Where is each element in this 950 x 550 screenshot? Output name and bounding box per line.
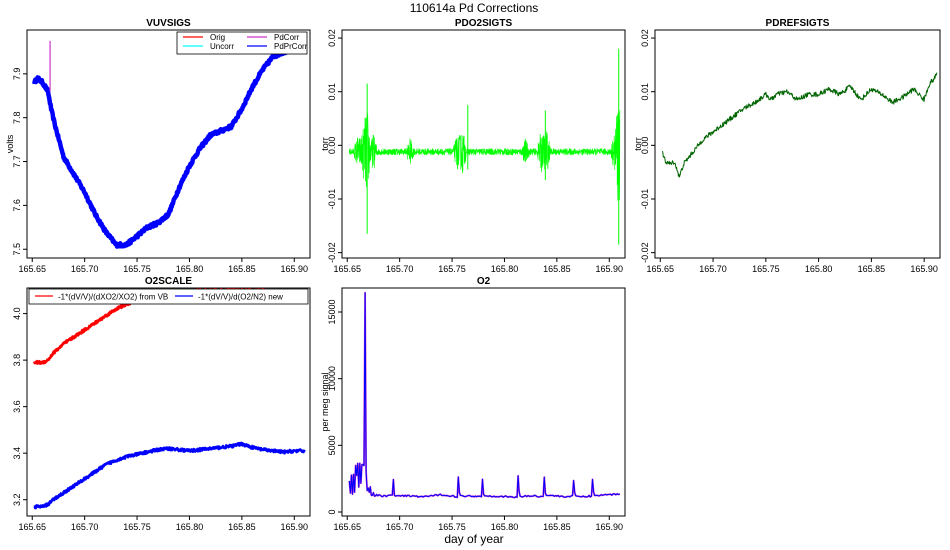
y-tick-label: 5000: [327, 435, 337, 455]
y-tick-label: 4.0: [12, 307, 22, 320]
series-line-o2-shadow: [348, 291, 621, 499]
panel-title: O2: [477, 276, 491, 287]
x-tick-label: 165.85: [858, 264, 886, 274]
x-tick-label: 165.65: [333, 522, 361, 532]
plot-area: [32, 40, 307, 249]
y-axis-label: per meg signal: [320, 372, 330, 431]
y-tick-label: 7.7: [12, 155, 22, 168]
x-tick-label: 165.65: [18, 522, 46, 532]
x-tick-label: 165.90: [596, 264, 624, 274]
y-tick-label: 0.02: [640, 29, 650, 47]
x-tick-label: 165.80: [491, 522, 519, 532]
figure-title: 110614a Pd Corrections: [410, 1, 539, 15]
x-tick-label: 165.80: [805, 264, 833, 274]
x-tick-label: 165.80: [176, 264, 204, 274]
panel-o2scale: O2SCALE 165.65 165.70 165.75 165.80 165.85 165…: [12, 276, 311, 532]
x-tick-label: 165.75: [438, 522, 466, 532]
plot-area: [348, 291, 621, 499]
plot-frame: [654, 29, 941, 259]
panel-title: O2SCALE: [145, 276, 193, 287]
x-tick-label: 165.80: [176, 522, 204, 532]
y-tick-label: -0.02: [640, 242, 650, 263]
plot-frame: [341, 287, 626, 517]
x-tick-label: 165.70: [71, 522, 99, 532]
panel-pdrefsigts: PDREFSIGTS torr 165.65 165.70 165.75 165.80 16…: [633, 18, 941, 274]
y-tick-label: 7.6: [12, 199, 22, 212]
y-tick-label: 0.02: [327, 29, 337, 47]
y-tick-label: 15000: [327, 299, 337, 324]
y-axis-label: volts: [5, 134, 15, 153]
legend: -1*(dV/V)/(dXO2/XO2) from VB -1*(dV/V)/d(…: [28, 288, 309, 305]
figure-xlabel: day of year: [444, 532, 503, 546]
plot-area: [33, 288, 306, 510]
y-tick-label: 3.6: [12, 400, 22, 413]
plot-area: [661, 72, 938, 178]
y-axis-label: torr: [320, 137, 330, 151]
y-axis-label: torr: [633, 137, 643, 151]
legend-label: -1*(dV/V)/(dXO2/XO2) from VB: [58, 293, 168, 302]
y-tick-label: 7.5: [12, 243, 22, 256]
y-tick-label: -0.02: [327, 242, 337, 263]
panel-title: PDO2SIGTS: [455, 18, 513, 29]
series-line-o2scale-1: [33, 441, 306, 510]
plot-frame: [26, 287, 311, 517]
x-tick-label: 165.65: [18, 264, 46, 274]
plot-frame: [341, 29, 626, 259]
x-tick-label: 165.90: [910, 264, 938, 274]
series-line-pdo2sigts: [348, 110, 621, 201]
legend-label: -1*(dV/V)/d(O2/N2) new: [198, 293, 283, 302]
x-tick-label: 165.90: [596, 522, 624, 532]
x-tick-label: 165.75: [438, 264, 466, 274]
x-tick-label: 165.90: [281, 264, 309, 274]
panel-title: PDREFSIGTS: [766, 18, 830, 29]
y-tick-label: 7.8: [12, 111, 22, 124]
legend-label: Uncorr: [210, 42, 234, 51]
plot-area: [348, 48, 621, 245]
x-tick-label: 165.85: [543, 522, 571, 532]
legend-box: [176, 31, 308, 55]
panel-title: VUVSIGS: [146, 18, 191, 29]
x-tick-label: 165.75: [123, 264, 151, 274]
x-tick-label: 165.90: [281, 522, 309, 532]
panel-vuvsigs: VUVSIGS volts 165.65 165.70 165.75 165.80 165.…: [5, 18, 311, 274]
series-line-pdrefsigts: [661, 72, 938, 178]
y-tick-label: 10000: [327, 366, 337, 391]
x-tick-label: 165.85: [543, 264, 571, 274]
x-tick-label: 165.70: [699, 264, 727, 274]
x-tick-label: 165.70: [386, 522, 414, 532]
series-line-pdprcorr: [32, 40, 307, 249]
y-tick-label: 0.01: [640, 83, 650, 101]
y-tick-label: -0.01: [640, 189, 650, 210]
y-tick-label: 7.9: [12, 68, 22, 81]
y-tick-label: 0.00: [327, 137, 337, 155]
y-tick-label: 0: [327, 509, 337, 514]
x-tick-label: 165.70: [386, 264, 414, 274]
x-tick-label: 165.65: [333, 264, 361, 274]
legend-label: PdCorr: [274, 33, 300, 42]
x-tick-label: 165.75: [752, 264, 780, 274]
legend-label: PdPrCorr: [274, 42, 308, 51]
panel-o2: O2 per meg signal 165.65 165.70 165.75 165.80…: [320, 276, 626, 532]
legend-box: [28, 288, 309, 305]
panel-pdo2sigts: PDO2SIGTS torr 165.65 165.70 165.75 165.80 165…: [320, 18, 626, 274]
series-line-o2: [348, 292, 620, 499]
y-tick-label: -0.01: [327, 189, 337, 210]
x-tick-label: 165.85: [228, 264, 256, 274]
y-tick-label: 3.4: [12, 447, 22, 460]
x-tick-label: 165.85: [228, 522, 256, 532]
y-tick-label: 3.8: [12, 354, 22, 367]
legend-label: Orig: [210, 33, 225, 42]
x-tick-label: 165.80: [491, 264, 519, 274]
x-tick-label: 165.70: [71, 264, 99, 274]
y-tick-label: 3.2: [12, 493, 22, 506]
x-tick-label: 165.65: [647, 264, 675, 274]
x-tick-label: 165.75: [123, 522, 151, 532]
plot-frame: [26, 29, 311, 259]
y-tick-label: 0.01: [327, 83, 337, 101]
y-tick-label: 0.00: [640, 137, 650, 155]
